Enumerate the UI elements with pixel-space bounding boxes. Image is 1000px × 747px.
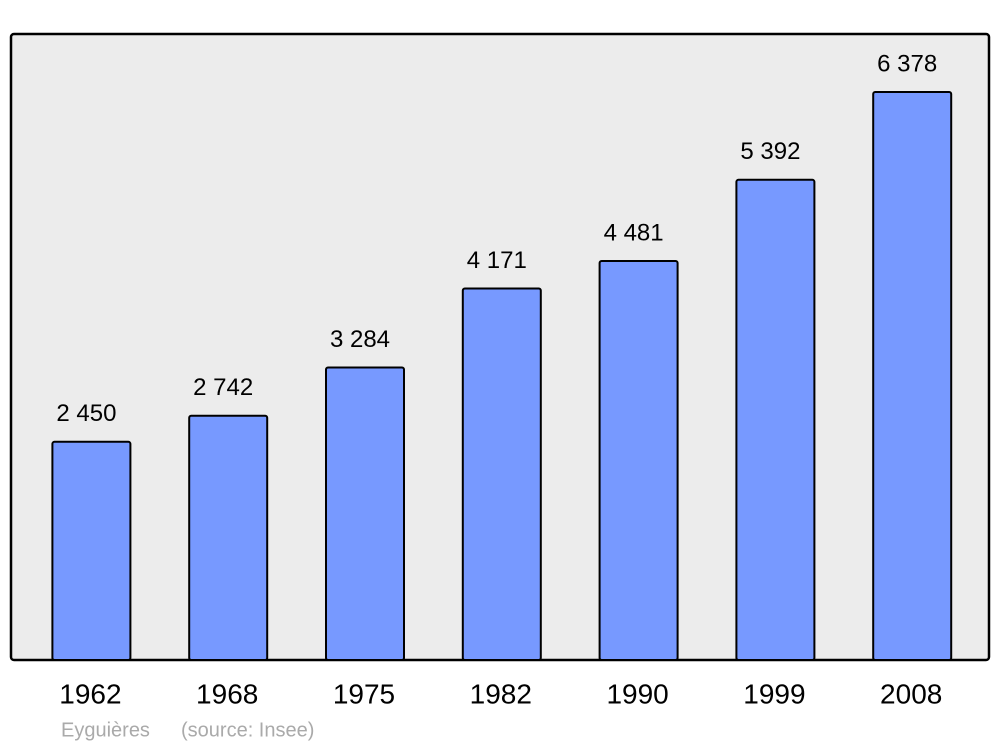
bars: 2 450 1962 2 742 1968 3 284 1975 4 171 1982 4 48…: [51, 50, 953, 709]
bar: [51, 440, 132, 661]
bar: [735, 178, 816, 661]
x-tick-label: 1990: [606, 678, 668, 709]
value-label: 2 742: [193, 374, 253, 401]
value-label: 4 481: [604, 219, 664, 246]
bar: [188, 414, 269, 662]
x-tick-label: 1999: [743, 678, 805, 709]
value-label: 6 378: [877, 50, 937, 77]
x-tick-label: 1968: [196, 678, 258, 709]
x-tick-label: 1982: [470, 678, 532, 709]
bar: [872, 91, 953, 661]
caption: Eyguières: [61, 719, 150, 741]
value-label: 4 171: [467, 247, 527, 274]
value-label: 2 450: [56, 400, 116, 427]
x-tick-label: 2008: [880, 678, 942, 709]
value-label: 5 392: [740, 138, 800, 165]
bar: [461, 287, 542, 661]
value-label: 3 284: [330, 326, 390, 353]
source: (source: Insee): [181, 719, 314, 741]
x-tick-label: 1975: [333, 678, 395, 709]
bar: [325, 366, 405, 661]
bar: [598, 259, 679, 661]
x-tick-label: 1962: [59, 678, 121, 709]
